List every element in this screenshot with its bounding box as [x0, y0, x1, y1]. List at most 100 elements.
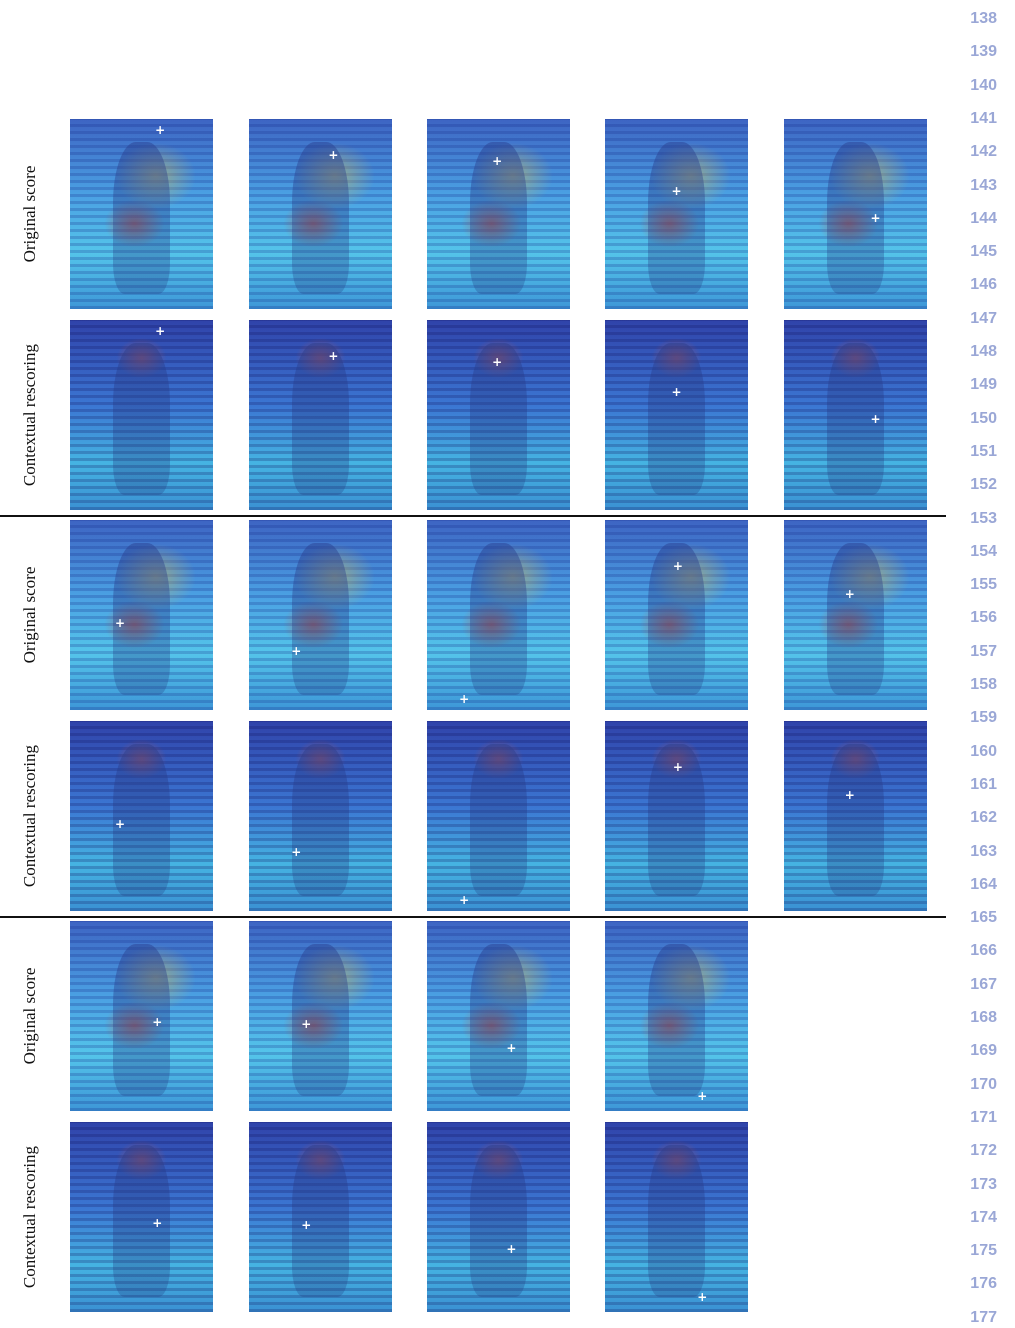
line-number: 138 [970, 10, 997, 27]
heatmap-panel: + [427, 520, 570, 710]
heatmap-panel: + [427, 721, 570, 911]
player-silhouette [647, 743, 706, 896]
row-label: Contextual rescoring [20, 343, 39, 487]
line-number: 146 [970, 276, 997, 294]
line-number: 173 [970, 1175, 997, 1193]
heatmap-panel: + [249, 320, 392, 510]
heatmap-panel: + [605, 921, 748, 1111]
heatmap-panel: + [249, 520, 392, 710]
plus-marker-icon: + [492, 354, 503, 369]
player-silhouette [112, 743, 171, 896]
line-number: 169 [970, 1042, 997, 1060]
row-label: Original score [20, 165, 39, 263]
line-number: 163 [970, 842, 997, 860]
line-number: 150 [970, 409, 997, 427]
heatmap-panel: + [70, 119, 213, 309]
plus-marker-icon: + [459, 691, 470, 706]
player-silhouette [647, 943, 706, 1096]
line-number: 158 [970, 676, 997, 693]
line-number: 148 [970, 343, 997, 360]
line-number: 167 [970, 975, 997, 993]
line-number: 162 [970, 809, 997, 827]
plus-marker-icon: + [301, 1016, 312, 1031]
line-number: 164 [970, 875, 997, 893]
plus-marker-icon: + [155, 123, 166, 138]
line-number: 161 [970, 775, 997, 793]
plus-marker-icon: + [672, 759, 683, 774]
plus-marker-icon: + [697, 1088, 708, 1103]
heatmap-panel: + [784, 320, 927, 510]
plus-marker-icon: + [459, 892, 470, 907]
plus-marker-icon: + [155, 324, 166, 339]
heatmap-panel: + [605, 721, 748, 911]
player-silhouette [647, 542, 706, 695]
player-silhouette [291, 141, 350, 294]
plus-marker-icon: + [844, 788, 855, 803]
heatmap-panel: + [70, 921, 213, 1111]
plus-marker-icon: + [301, 1217, 312, 1232]
line-number: 159 [970, 709, 997, 727]
heatmap-panel: + [427, 119, 570, 309]
player-silhouette [469, 141, 528, 294]
plus-marker-icon: + [115, 615, 126, 630]
heatmap-panel: + [70, 721, 213, 911]
line-number: 140 [970, 76, 997, 94]
player-silhouette [647, 141, 706, 294]
line-number: 166 [970, 942, 997, 960]
heatmap-panel: + [784, 119, 927, 309]
player-silhouette [112, 943, 171, 1096]
player-silhouette [469, 542, 528, 695]
player-silhouette [291, 943, 350, 1096]
plus-marker-icon: + [671, 184, 682, 199]
heatmap-panel: + [70, 320, 213, 510]
line-number: 165 [970, 909, 997, 927]
line-number: 151 [970, 442, 997, 460]
player-silhouette [826, 743, 885, 896]
heatmap-panel: + [605, 119, 748, 309]
line-number: 157 [970, 642, 997, 660]
player-silhouette [647, 342, 706, 495]
plus-marker-icon: + [152, 1014, 163, 1029]
heatmap-panel: + [70, 520, 213, 710]
player-silhouette [826, 342, 885, 495]
heatmap-panel: + [784, 520, 927, 710]
player-silhouette [291, 1144, 350, 1297]
player-silhouette [469, 943, 528, 1096]
heatmap-panel: + [70, 1122, 213, 1312]
player-silhouette [112, 542, 171, 695]
player-silhouette [291, 743, 350, 896]
row-label: Original score [20, 967, 39, 1065]
heatmap-panel: + [249, 721, 392, 911]
plus-marker-icon: + [697, 1289, 708, 1304]
plus-marker-icon: + [672, 558, 683, 573]
plus-marker-icon: + [115, 816, 126, 831]
plus-marker-icon: + [291, 845, 302, 860]
line-number: 141 [970, 109, 997, 127]
line-number: 155 [970, 576, 997, 594]
heatmap-figure: Original score + + + + + Contextual rescoring +… [0, 119, 946, 1312]
plus-marker-icon: + [328, 148, 339, 163]
line-number: 172 [970, 1142, 997, 1160]
plus-marker-icon: + [506, 1041, 517, 1056]
line-number: 145 [970, 243, 997, 261]
line-number: 175 [970, 1242, 997, 1260]
line-number: 143 [970, 176, 997, 194]
heatmap-panel: + [249, 1122, 392, 1312]
line-number: 160 [970, 742, 997, 760]
plus-marker-icon: + [152, 1215, 163, 1230]
plus-marker-icon: + [506, 1242, 517, 1257]
line-number: 139 [970, 43, 997, 61]
player-silhouette [826, 542, 885, 695]
group-separator [0, 515, 946, 517]
heatmap-panel: + [427, 1122, 570, 1312]
line-number: 152 [970, 476, 997, 494]
plus-marker-icon: + [328, 349, 339, 364]
heatmap-panel: + [427, 320, 570, 510]
line-number: 147 [970, 309, 997, 327]
plus-marker-icon: + [492, 153, 503, 168]
player-silhouette [469, 342, 528, 495]
line-number: 171 [970, 1108, 997, 1126]
line-number: 168 [970, 1009, 997, 1026]
line-number: 149 [970, 376, 997, 394]
row-label: Original score [20, 566, 39, 664]
